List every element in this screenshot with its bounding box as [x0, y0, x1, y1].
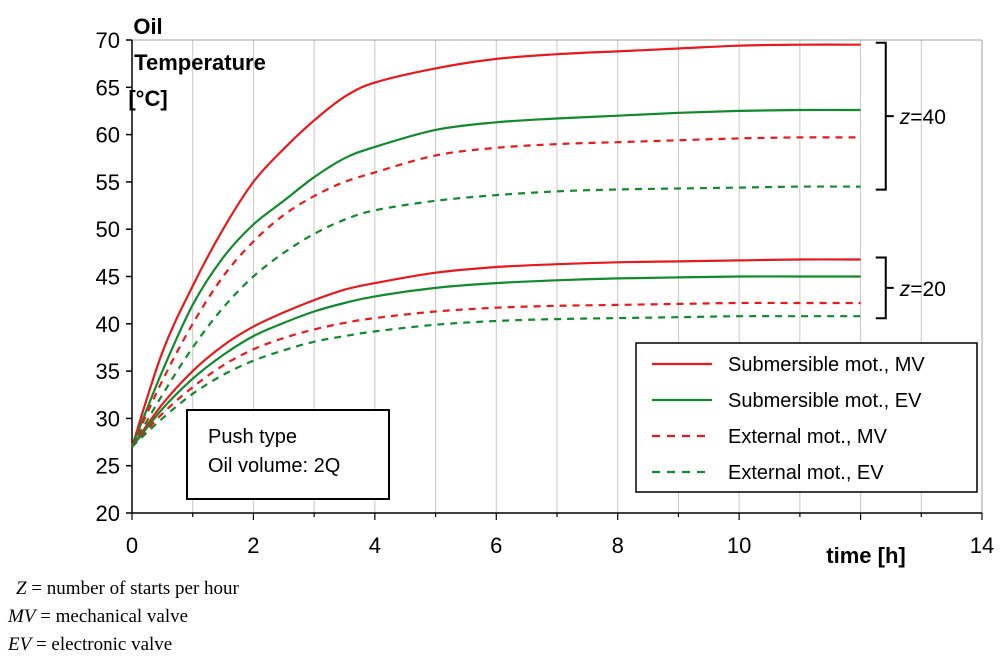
x-tick-label: 0 [126, 533, 138, 558]
y-tick-label: 30 [96, 406, 120, 431]
group-label-value: =40 [910, 106, 946, 129]
annotation-line-1: Push type [208, 426, 297, 448]
group-label-z40: z=40 [899, 106, 946, 129]
legend-label: Submersible mot., MV [728, 354, 925, 376]
legend-label: External mot., EV [728, 462, 884, 484]
y-axis-label-line-3: [°C] [128, 86, 167, 111]
group-label-value: =20 [910, 278, 946, 301]
group-brackets: z=40z=20 [875, 41, 946, 320]
group-label-z20: z=20 [899, 278, 946, 301]
legend-label: Submersible mot., EV [728, 390, 922, 412]
bracket-z40 [875, 41, 894, 191]
series-line-submersible-mot-mv-z20 [131, 258, 861, 448]
footnote-z: Z = number of starts per hour [16, 578, 239, 600]
x-tick-label: 6 [490, 533, 502, 558]
y-tick-label: 50 [96, 217, 120, 242]
footnote-z-text: = number of starts per hour [26, 578, 239, 599]
legend-frame [635, 342, 978, 493]
series-line-external-mot-ev-z20 [131, 315, 861, 448]
x-tick-label: 14 [970, 533, 994, 558]
group-label-symbol: z [899, 106, 911, 129]
footnote-ev-symbol: EV [8, 634, 32, 655]
annotation-box-frame [186, 409, 390, 500]
annotation-box: Push type Oil volume: 2Q [186, 409, 390, 500]
footnote-mv-symbol: MV [8, 606, 36, 627]
y-tick-label: 35 [96, 359, 120, 384]
y-tick-label: 40 [96, 312, 120, 337]
y-tick-label: 20 [96, 501, 120, 526]
y-tick-label: 45 [96, 265, 120, 290]
x-tick-label: 10 [727, 533, 751, 558]
footnote-mv: MV = mechanical valve [8, 606, 188, 628]
annotation-line-2: Oil volume: 2Q [208, 455, 340, 477]
y-axis-label-line-1: Oil [133, 14, 162, 39]
y-tick-label: 55 [96, 170, 120, 195]
series-line-external-mot-mv-z40 [131, 136, 861, 448]
y-tick-label: 60 [96, 123, 120, 148]
y-tick-label: 65 [96, 75, 120, 100]
x-axis: 0 2 4 6 8 10 14 [126, 513, 994, 558]
legend-label: External mot., MV [728, 426, 888, 448]
footnote-z-symbol: Z [16, 578, 27, 599]
legend: Submersible mot., MV Submersible mot., EV… [635, 342, 978, 493]
x-tick-label: 8 [612, 533, 624, 558]
y-axis-label-line-2: Temperature [134, 50, 266, 75]
series-line-submersible-mot-ev-z20 [131, 275, 861, 448]
y-tick-label: 70 [96, 28, 120, 53]
group-label-symbol: z [899, 278, 911, 301]
series-lines [130, 43, 861, 448]
x-tick-label: 2 [247, 533, 259, 558]
series-line-submersible-mot-ev-z40 [130, 108, 861, 448]
footnote-ev-text: = electronic valve [31, 634, 173, 655]
x-tick-label: 4 [369, 533, 381, 558]
y-tick-label: 25 [96, 454, 120, 479]
x-axis-label: time [h] [826, 543, 905, 568]
footnote-mv-text: = mechanical valve [35, 606, 189, 627]
series-line-submersible-mot-mv-z40 [130, 43, 861, 448]
series-line-external-mot-mv-z20 [131, 301, 861, 448]
footnote-ev: EV = electronic valve [8, 634, 172, 656]
y-axis: 20 25 30 35 40 45 50 55 60 65 70 [96, 28, 132, 526]
bracket-z20 [875, 256, 894, 320]
